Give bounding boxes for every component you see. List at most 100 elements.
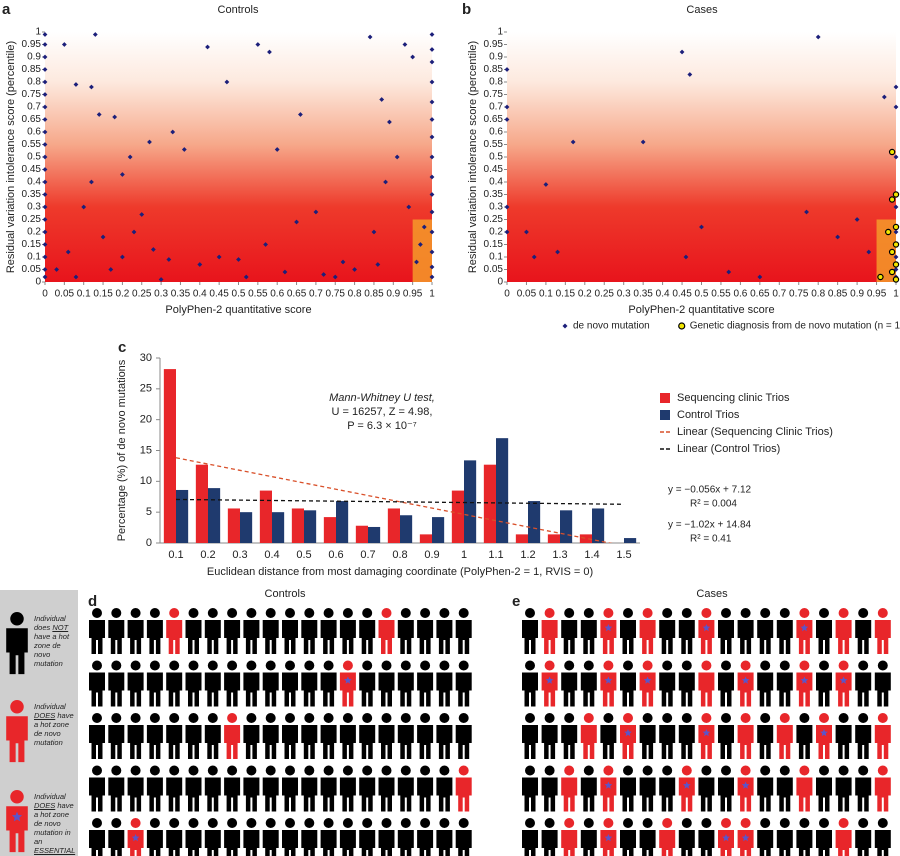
head [819, 818, 829, 828]
point [181, 147, 187, 152]
body [796, 830, 813, 856]
body [522, 725, 538, 759]
head [246, 765, 257, 776]
body [378, 830, 395, 856]
head [362, 713, 373, 723]
trend-r2: R² = 0.41 [690, 534, 732, 545]
bar [624, 538, 637, 543]
point [127, 154, 133, 160]
head [721, 818, 731, 828]
head [188, 608, 199, 618]
bar [259, 490, 272, 543]
star [11, 811, 23, 822]
x-tick-label: 0.95 [867, 289, 887, 300]
body [522, 777, 538, 812]
body [776, 777, 793, 812]
head [760, 608, 771, 618]
individual [522, 660, 538, 707]
point [835, 234, 841, 240]
point [42, 242, 48, 247]
legend-text-part: DOES [34, 801, 56, 810]
body [541, 620, 558, 654]
head [246, 660, 257, 671]
point [197, 262, 203, 267]
head [342, 608, 353, 618]
head [544, 765, 555, 776]
head [227, 660, 238, 671]
body [146, 725, 163, 759]
individual [757, 713, 774, 759]
body [301, 830, 318, 856]
legend-text-part: have a hot zone de novo mutation [34, 711, 74, 747]
point [866, 249, 872, 255]
head [342, 713, 353, 723]
point [54, 267, 60, 272]
point [683, 254, 689, 260]
individual [301, 765, 318, 812]
body [835, 725, 852, 759]
body [397, 725, 414, 759]
point [429, 192, 435, 197]
body [776, 672, 793, 707]
point [893, 204, 899, 210]
individual [796, 765, 813, 812]
individual [378, 608, 395, 654]
star [839, 676, 848, 684]
point [120, 172, 125, 177]
head [662, 660, 673, 671]
point [555, 249, 560, 255]
head [877, 713, 888, 723]
body [146, 620, 163, 654]
individual [282, 765, 298, 812]
head [169, 818, 180, 828]
bar [227, 508, 240, 543]
individual [262, 818, 279, 856]
body [224, 620, 241, 654]
y-tick-label: 0.05 [22, 264, 42, 275]
x-tick-label: 0.45 [209, 289, 229, 300]
body [659, 620, 676, 654]
body [185, 725, 202, 759]
bar [387, 508, 400, 543]
x-tick-label: 0.9 [424, 549, 439, 561]
head [544, 818, 555, 828]
individual [698, 765, 715, 812]
body [146, 777, 163, 812]
individual [522, 818, 538, 856]
body [737, 672, 754, 707]
body [262, 777, 279, 812]
x-tick-label: 0.6 [733, 289, 747, 300]
x-tick-label: 0.95 [403, 289, 423, 300]
point [543, 182, 549, 187]
body [522, 830, 538, 856]
x-tick-label: 0.9 [850, 289, 864, 300]
x-tick-label: 0.6 [328, 549, 343, 561]
head [458, 608, 469, 618]
individual [776, 660, 793, 707]
y-axis-label: Residual variation intolerance score (pe… [5, 41, 17, 273]
head [207, 713, 218, 723]
point [42, 229, 48, 235]
point [854, 217, 860, 222]
y-tick-label: 0.55 [22, 139, 42, 150]
y-tick-label: 0.2 [27, 227, 41, 238]
individual [718, 608, 734, 654]
legend-label: Control Trios [677, 409, 740, 421]
point [42, 54, 48, 60]
head [564, 765, 575, 776]
body [185, 830, 202, 856]
head [838, 660, 849, 671]
x-tick-label: 0.25 [132, 289, 152, 300]
body [698, 830, 715, 856]
body [816, 777, 832, 812]
individual [757, 818, 774, 856]
point [81, 204, 87, 210]
point [150, 247, 156, 252]
individual [455, 713, 472, 759]
head [779, 765, 790, 776]
head [304, 818, 315, 828]
point [421, 224, 427, 230]
head [149, 608, 160, 618]
individual [89, 765, 105, 812]
individual [600, 765, 617, 812]
